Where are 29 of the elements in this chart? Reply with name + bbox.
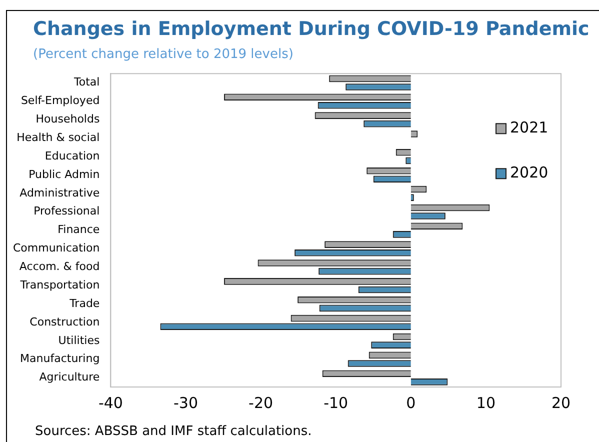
- y-tick-label: Utilities: [58, 334, 100, 347]
- y-tick-label: Finance: [58, 223, 100, 236]
- x-tick-label: -40: [98, 394, 123, 412]
- legend-label: 2020: [510, 163, 548, 182]
- y-tick-label: Accom. & food: [19, 260, 100, 274]
- y-tick-label: Construction: [30, 315, 100, 328]
- y-tick-label: Transportation: [19, 278, 100, 292]
- y-tick-label: Manufacturing: [20, 352, 100, 366]
- chart-subtitle: (Percent change relative to 2019 levels): [33, 47, 294, 62]
- x-tick-label: -30: [174, 394, 198, 412]
- x-tick-label: 10: [476, 394, 496, 412]
- y-tick-label: Health & social: [16, 130, 100, 144]
- x-tick-label: 0: [406, 394, 416, 412]
- y-tick-label: Communication: [12, 242, 100, 255]
- source-note: Sources: ABSSB and IMF staff calculations.: [35, 424, 312, 439]
- y-tick-label: Total: [72, 76, 100, 89]
- y-tick-label: Education: [44, 149, 100, 162]
- x-tick-label: -10: [324, 394, 348, 412]
- chart-title: Changes in Employment During COVID-19 Pandemic: [33, 18, 590, 40]
- legend-label: 2021: [510, 118, 548, 136]
- y-tick-label: Self-Employed: [20, 94, 100, 108]
- y-tick-label: Trade: [68, 296, 100, 310]
- x-tick-label: 20: [551, 394, 571, 412]
- x-tick-label: -20: [248, 394, 274, 412]
- y-tick-label: Agriculture: [39, 370, 100, 384]
- y-tick-label: Administrative: [20, 186, 100, 200]
- y-tick-label: Professional: [34, 204, 100, 218]
- y-tick-label: Public Admin: [28, 168, 100, 181]
- y-tick-label: Households: [36, 112, 100, 126]
